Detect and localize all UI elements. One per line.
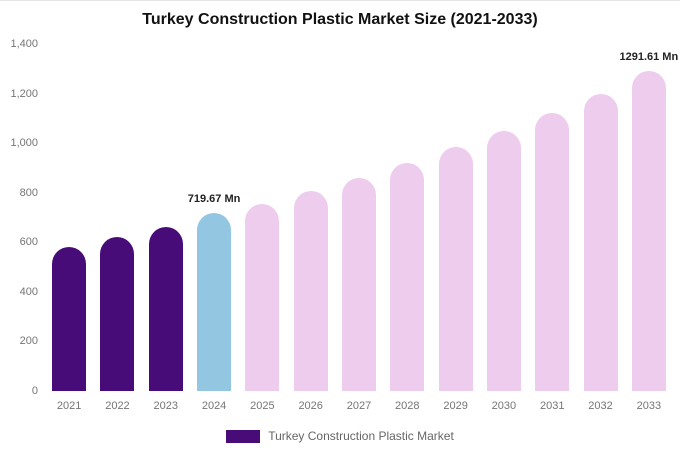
bar-2029[interactable] (438, 146, 473, 391)
bar-value-label: 719.67 Mn (187, 192, 241, 205)
x-axis-tick-label: 2023 (153, 400, 178, 412)
x-axis-tick-label: 2029 (443, 400, 468, 412)
x-axis-tick-label: 2024 (201, 400, 227, 412)
x-axis-tick-label: 2031 (539, 400, 565, 412)
x-axis-tick-label: 2032 (588, 400, 613, 412)
y-axis-tick-label: 1,400 (10, 38, 38, 50)
y-axis: 0 200 400 600 800 1,000 1,200 1,400 (0, 38, 40, 397)
x-axis-tick-label: 2027 (346, 400, 372, 412)
bar-2025[interactable] (245, 203, 280, 391)
x-axis-tick-label: 2026 (298, 400, 323, 412)
bar-2023[interactable] (148, 226, 183, 391)
x-axis-tick-label: 2021 (56, 400, 82, 412)
x-axis-tick-label: 2025 (250, 400, 275, 412)
x-axis-tick-label: 2033 (636, 400, 662, 412)
y-axis-tick-label: 200 (19, 335, 38, 348)
y-axis-tick-label: 600 (19, 236, 38, 249)
y-axis-tick-label: 0 (31, 385, 38, 397)
x-axis-tick-label: 2028 (395, 400, 420, 412)
bar-2031[interactable] (535, 113, 570, 391)
x-axis-tick-label: 2022 (105, 400, 130, 412)
bar-value-label: 1291.61 Mn (619, 50, 679, 63)
legend[interactable]: Turkey Construction Plastic Market (0, 429, 680, 443)
legend-label: Turkey Construction Plastic Market (268, 429, 454, 443)
bar-2032[interactable] (583, 93, 618, 391)
bar-2027[interactable] (342, 177, 376, 391)
bar-2022[interactable] (100, 236, 135, 391)
bar-2026[interactable] (293, 190, 328, 391)
bar-2030[interactable] (486, 130, 521, 391)
y-axis-tick-label: 1,000 (10, 137, 38, 150)
bar-2028[interactable] (390, 162, 425, 391)
bar-2024[interactable] (197, 212, 232, 391)
x-axis-tick-label: 2030 (491, 400, 517, 412)
bar-2033[interactable] (631, 70, 666, 391)
plot-area: 2021 2022 2023 2024 2025 2026 2027 2028 2029 2030… (45, 44, 678, 412)
bar-2021[interactable] (52, 247, 87, 391)
chart-title: Turkey Construction Plastic Market Size … (142, 11, 538, 28)
y-axis-tick-label: 800 (19, 186, 38, 199)
y-axis-tick-label: 400 (19, 285, 38, 298)
legend-swatch (226, 429, 261, 443)
y-axis-tick-label: 1,200 (10, 87, 38, 100)
